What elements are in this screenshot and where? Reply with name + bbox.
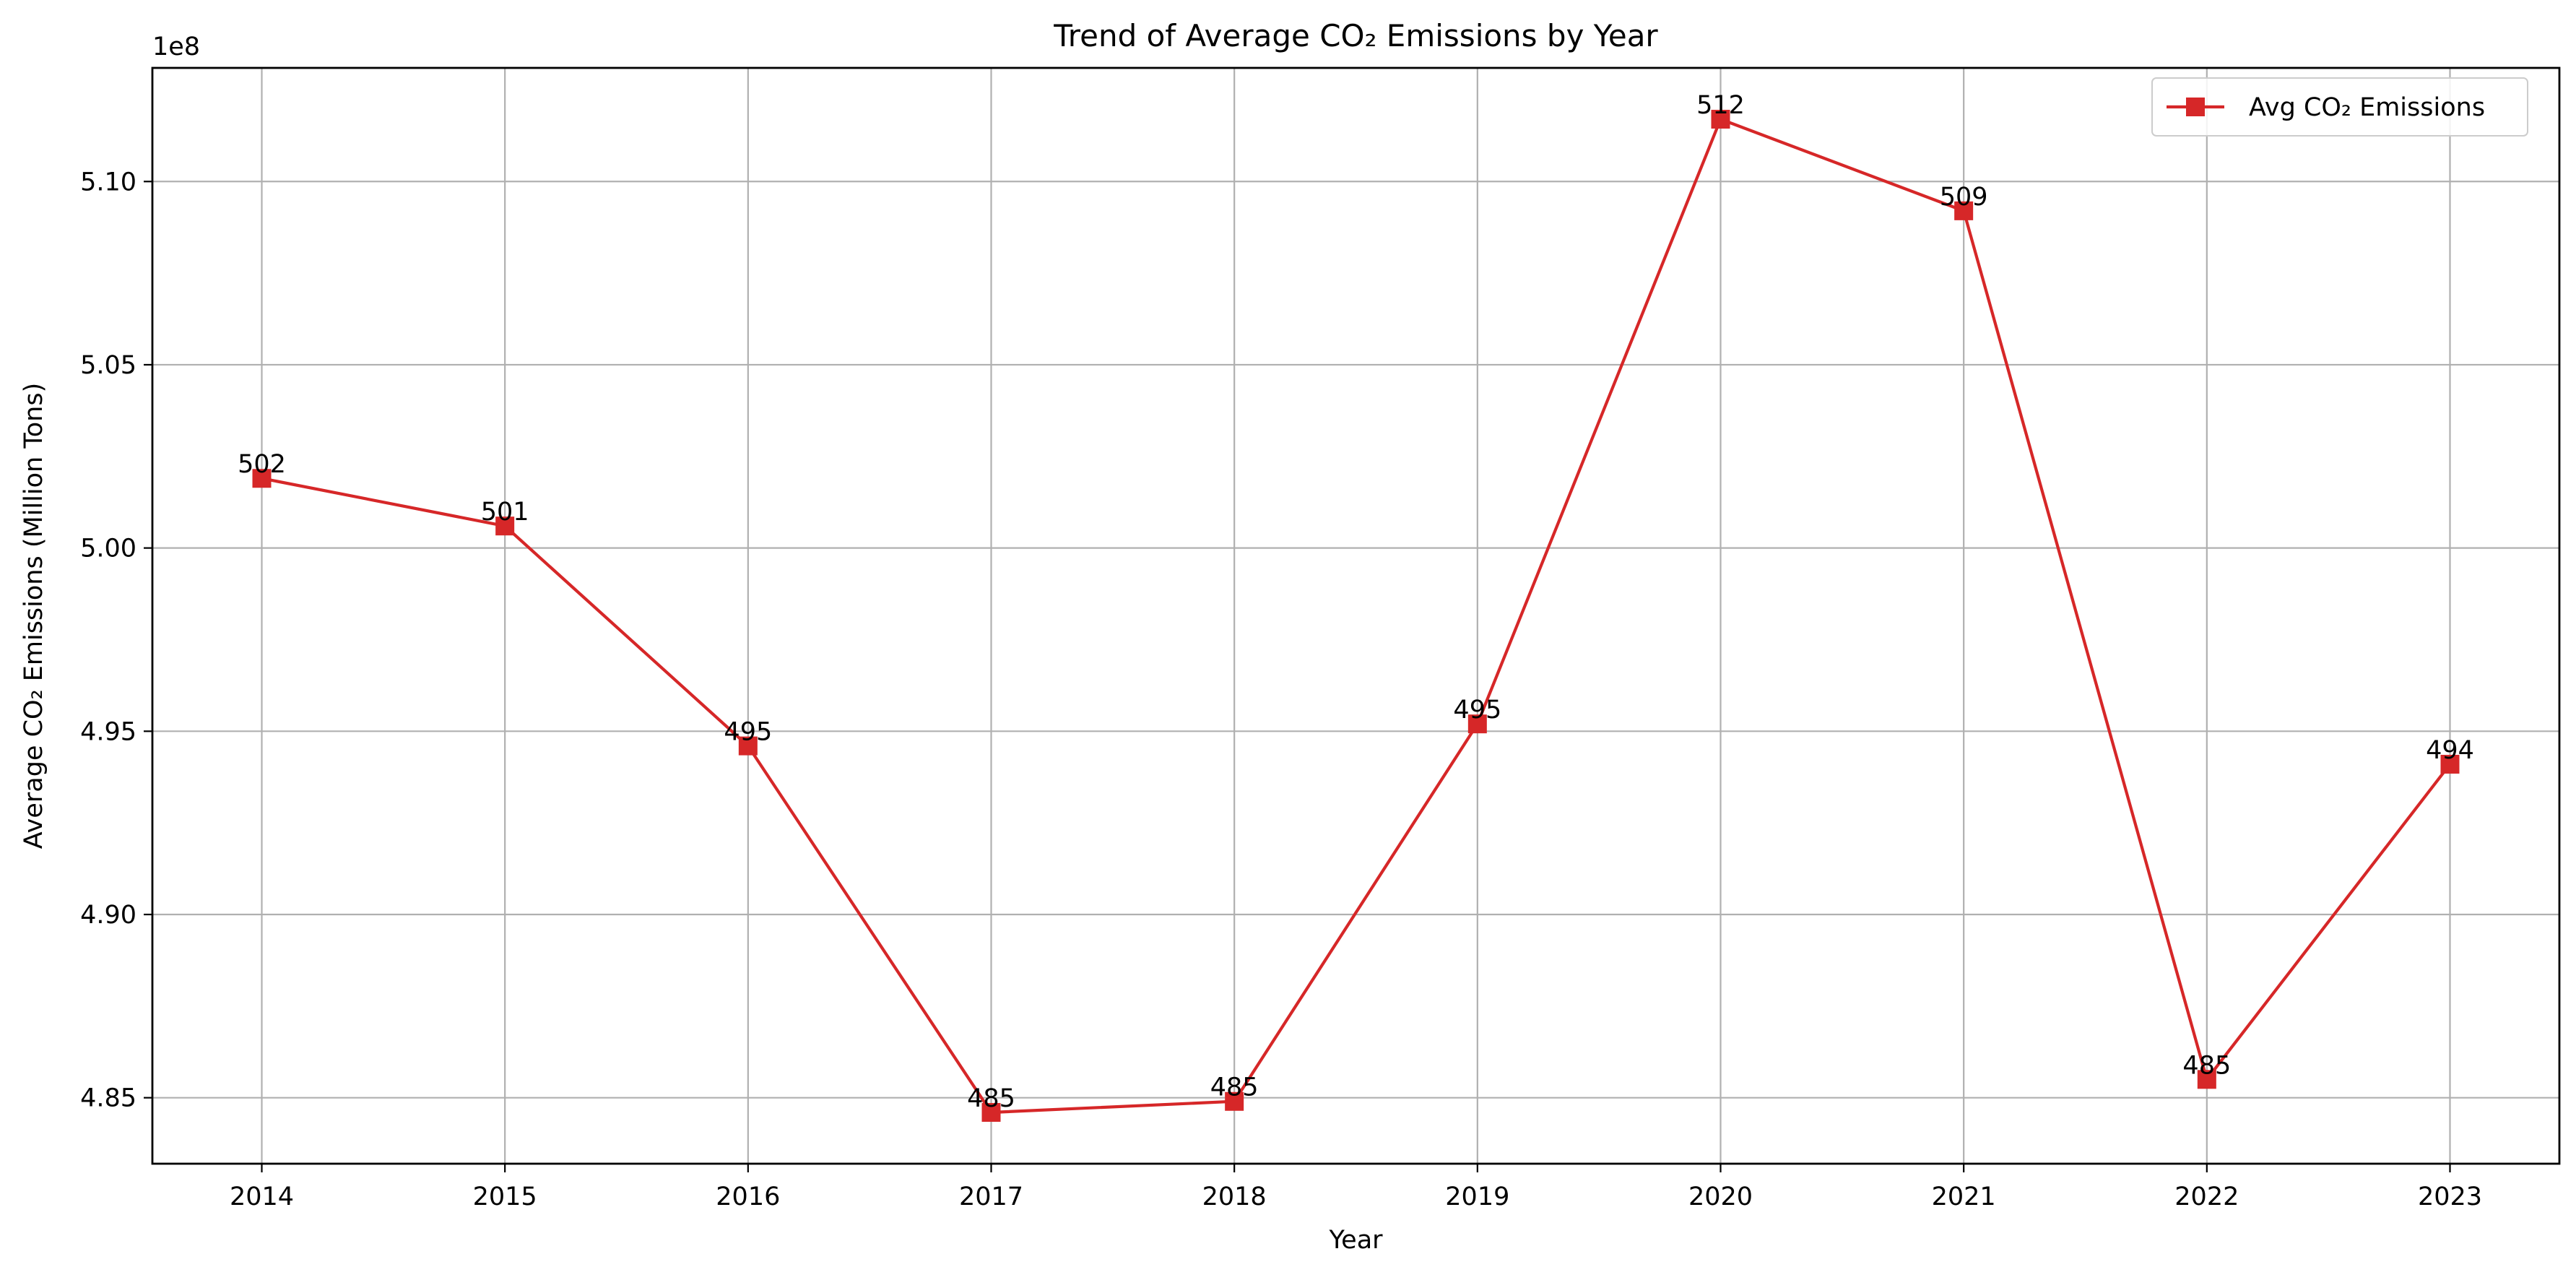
- legend: Avg CO₂ Emissions: [2151, 77, 2528, 137]
- data-point-label: 495: [724, 718, 772, 747]
- data-point-marker: [1711, 110, 1730, 129]
- x-tick-label: 2018: [1202, 1182, 1267, 1211]
- axis-ticks: 2014 2015 2016 2017 2018 2019 2020 2021 2022 2023…: [80, 168, 2482, 1211]
- y-tick-label: 5.05: [80, 351, 136, 380]
- data-point-marker: [1467, 714, 1487, 734]
- data-point-marker: [1225, 1091, 1244, 1111]
- data-point-label: 501: [481, 498, 529, 527]
- series-line: [261, 117, 2452, 1115]
- y-tick-label: 4.90: [80, 901, 136, 930]
- data-point-label: 509: [1940, 183, 1988, 212]
- data-point-label: 485: [1210, 1073, 1259, 1102]
- x-tick-label: 2019: [1445, 1182, 1509, 1211]
- data-point-label: 512: [1696, 91, 1745, 120]
- x-tick-label: 2021: [1932, 1182, 1996, 1211]
- legend-box: [2151, 77, 2528, 137]
- data-point-label: 495: [1453, 696, 1501, 725]
- data-point-marker: [2440, 754, 2460, 774]
- y-tick-label: 4.85: [80, 1084, 136, 1113]
- chart-title: Trend of Average CO₂ Emissions by Year: [1053, 18, 1658, 53]
- data-point-label: 502: [238, 450, 286, 479]
- y-tick-label: 4.95: [80, 717, 136, 746]
- data-point-label: 485: [2182, 1051, 2231, 1080]
- x-tick-label: 2014: [230, 1182, 294, 1211]
- x-tick-label: 2016: [716, 1182, 780, 1211]
- data-point-marker: [495, 516, 515, 536]
- series-layer: 502 501 495 485 485 495 512 509 485 494: [238, 91, 2474, 1122]
- data-point-label: 485: [967, 1084, 1015, 1113]
- x-tick-label: 2023: [2418, 1182, 2482, 1211]
- y-tick-label: 5.00: [80, 535, 136, 563]
- y-axis-offset-label: 1e8: [152, 33, 200, 61]
- y-tick-label: 5.10: [80, 168, 136, 196]
- data-point-marker: [981, 1102, 1001, 1122]
- x-axis-label: Year: [1328, 1226, 1383, 1255]
- x-tick-label: 2022: [2174, 1182, 2239, 1211]
- legend-entry-label: Avg CO₂ Emissions: [2249, 93, 2485, 122]
- data-point-marker: [738, 736, 758, 756]
- x-tick-label: 2015: [473, 1182, 537, 1211]
- grid-lines: [152, 68, 2559, 1164]
- data-point-marker: [2197, 1070, 2216, 1089]
- legend-marker-swatch: [2186, 98, 2205, 116]
- data-point-marker: [1954, 201, 1974, 220]
- y-axis-label: Average CO₂ Emissions (Million Tons): [19, 383, 48, 849]
- data-point-label: 494: [2426, 736, 2474, 765]
- plot-frame: [151, 66, 2561, 1165]
- data-point-marker: [252, 469, 272, 488]
- x-tick-label: 2020: [1688, 1182, 1753, 1211]
- x-tick-label: 2017: [959, 1182, 1023, 1211]
